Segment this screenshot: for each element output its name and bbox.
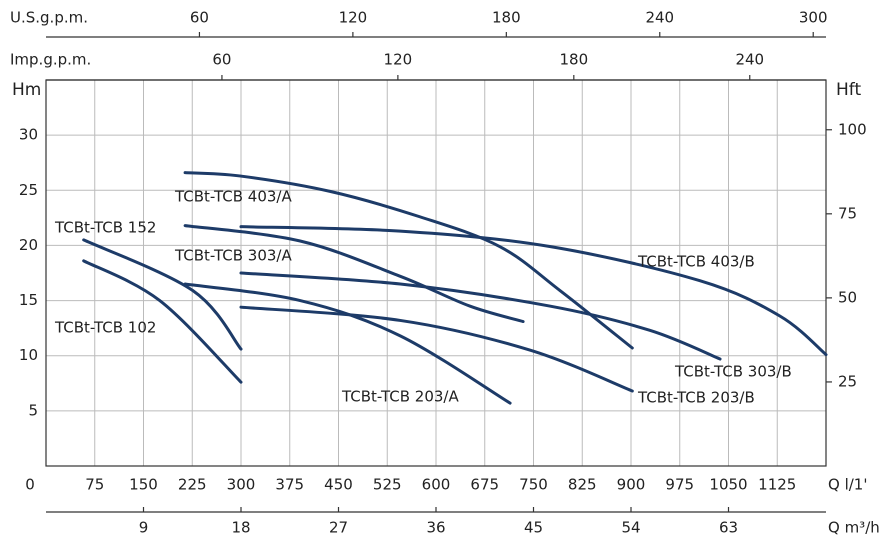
pump-curve xyxy=(239,271,722,361)
pump-curve xyxy=(239,305,634,393)
pump-curve xyxy=(239,225,828,357)
curve-label: TCBt-TCB 303/B xyxy=(674,363,792,381)
axis-label: Q m³/h xyxy=(828,519,880,537)
axis-tick-label: 180 xyxy=(492,9,521,27)
curve-label: TCBt-TCB 303/A xyxy=(174,247,292,265)
axis-tick-label: 18 xyxy=(231,519,250,537)
axis-tick-label: 63 xyxy=(719,519,738,537)
curve-label: TCBt-TCB 102 xyxy=(54,319,156,337)
axis-tick-label: 120 xyxy=(339,9,368,27)
x-tick-label: 450 xyxy=(324,476,353,494)
x-tick-label: 75 xyxy=(85,476,104,494)
axis-label: Q l/1' xyxy=(828,476,867,494)
axis-tick-label: 180 xyxy=(559,51,588,69)
axis-tick-label: 36 xyxy=(426,519,445,537)
x-tick-label: 750 xyxy=(519,476,548,494)
x-tick-label: 675 xyxy=(470,476,499,494)
axis-label: Imp.g.p.m. xyxy=(10,51,91,69)
axis-label: Hm xyxy=(12,80,41,100)
y-tick-label: 30 xyxy=(19,126,38,144)
y-tick-label: 20 xyxy=(19,236,38,254)
pump-curve xyxy=(183,224,525,324)
x-tick-label: 825 xyxy=(568,476,597,494)
axis-tick-label: 9 xyxy=(139,519,149,537)
curve-label: TCBt-TCB 203/B xyxy=(637,389,755,407)
axis-tick-label: 240 xyxy=(735,51,764,69)
axis-tick-label: 54 xyxy=(621,519,640,537)
pump-curve xyxy=(183,171,634,350)
x-tick-label: 1125 xyxy=(758,476,796,494)
y-tick-label: 25 xyxy=(19,181,38,199)
x-tick-label: 525 xyxy=(373,476,402,494)
axis-label: U.S.g.p.m. xyxy=(10,9,88,27)
y2-tick-label: 25 xyxy=(838,372,857,390)
x-tick-label: 1050 xyxy=(709,476,747,494)
x-tick-label: 300 xyxy=(227,476,256,494)
x-tick-label: 975 xyxy=(665,476,694,494)
x-tick-label: 0 xyxy=(25,476,35,494)
pump-curve xyxy=(82,259,243,384)
curve-label: TCBt-TCB 152 xyxy=(54,219,156,237)
curve-label: TCBt-TCB 403/A xyxy=(174,188,292,206)
x-tick-label: 150 xyxy=(129,476,158,494)
axis-label: Hft xyxy=(836,80,861,100)
axis-tick-label: 45 xyxy=(524,519,543,537)
y-tick-label: 15 xyxy=(19,291,38,309)
y-tick-label: 5 xyxy=(28,401,38,419)
curve-label: TCBt-TCB 203/A xyxy=(341,388,459,406)
x-tick-label: 900 xyxy=(617,476,646,494)
axis-tick-label: 120 xyxy=(384,51,413,69)
pump-curve xyxy=(82,238,243,351)
axis-tick-label: 300 xyxy=(799,9,828,27)
axis-tick-label: 240 xyxy=(645,9,674,27)
curve-label: TCBt-TCB 403/B xyxy=(637,253,755,271)
x-tick-label: 225 xyxy=(178,476,207,494)
y2-tick-label: 50 xyxy=(838,288,857,306)
y2-tick-label: 75 xyxy=(838,204,857,222)
axis-tick-label: 60 xyxy=(190,9,209,27)
y2-tick-label: 100 xyxy=(838,120,867,138)
axis-tick-label: 60 xyxy=(212,51,231,69)
x-tick-label: 600 xyxy=(422,476,451,494)
y-tick-label: 10 xyxy=(19,346,38,364)
x-tick-label: 375 xyxy=(275,476,304,494)
axis-tick-label: 27 xyxy=(329,519,348,537)
